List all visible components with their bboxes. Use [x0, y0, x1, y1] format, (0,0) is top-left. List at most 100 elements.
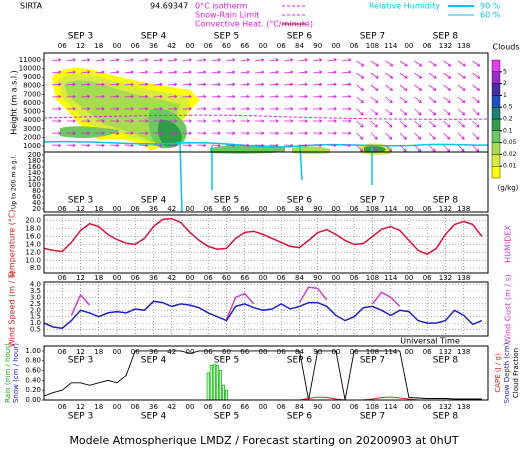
wind-arrow	[182, 107, 192, 111]
axis-label: Snow (cm / hour)	[12, 343, 20, 403]
x-tick-label: 42	[167, 348, 176, 356]
wind-arrow	[95, 70, 105, 74]
wind-arrow	[298, 131, 308, 135]
wind-arrow	[182, 94, 192, 99]
wind-arrow	[327, 94, 337, 99]
wind-arrow	[269, 58, 279, 62]
y-tick-label: 80	[32, 187, 41, 195]
wind-arrow	[182, 143, 192, 148]
wind-arrow	[153, 107, 163, 111]
wind-arrow	[66, 94, 76, 99]
wind-arrow	[283, 70, 294, 74]
x-tick-label: 84	[295, 205, 304, 213]
day-label: SEP 4	[141, 196, 167, 206]
wind-arrow	[414, 120, 422, 128]
wind-arrow	[255, 119, 265, 123]
wind-arrow	[80, 107, 91, 111]
x-tick-label: 06	[131, 205, 140, 213]
wind-arrow	[472, 108, 480, 116]
wind-arrow	[153, 70, 163, 74]
wind-arrow	[153, 94, 163, 99]
colorbar-label: 2	[503, 80, 507, 87]
panel-frame	[43, 151, 489, 213]
wind-arrow	[138, 58, 149, 62]
day-label: SEP 8	[433, 412, 459, 422]
rh-contour	[179, 142, 373, 213]
x-tick-label: 00	[258, 348, 267, 356]
x-tick-label: 06	[204, 348, 213, 356]
wind-arrow	[66, 70, 76, 74]
y-tick-label: 0.20	[25, 386, 41, 394]
colorbar-box	[491, 95, 501, 108]
x-tick-label: 06	[423, 348, 432, 356]
wind-arrow	[327, 107, 337, 111]
data-line	[43, 300, 483, 330]
x-tick-label: 18	[94, 274, 103, 282]
wind-arrow	[385, 108, 393, 116]
wind-arrow	[356, 96, 364, 104]
day-label: SEP 6	[287, 412, 313, 422]
colorbar-label: 0.2	[503, 116, 513, 123]
wind-arrow	[168, 119, 178, 123]
wind-arrow	[298, 58, 308, 62]
wind-arrow	[167, 94, 178, 99]
wind-arrow	[225, 131, 236, 135]
x-tick-label: 42	[167, 205, 176, 213]
wind-arrow	[457, 72, 466, 79]
wind-arrow	[138, 131, 149, 135]
wind-arrow	[254, 131, 265, 135]
wind-arrow	[472, 144, 480, 152]
x-tick-label: 00	[404, 205, 413, 213]
wind-arrow	[240, 70, 250, 74]
x-tick-label: 06	[277, 403, 286, 411]
y-tick-label: 12.0	[25, 248, 41, 256]
x-tick-label: 00	[404, 403, 413, 411]
x-tick-label: 18	[94, 403, 103, 411]
wind-arrow	[196, 107, 207, 111]
wind-arrow	[385, 144, 393, 152]
wind-arrow	[457, 108, 466, 116]
x-tick-label: 84	[295, 42, 304, 50]
y-tick-label: 6000	[23, 99, 41, 107]
y-tick-label: 20.0	[25, 217, 41, 225]
y-tick-label: 140	[28, 169, 41, 177]
colorbar-box	[491, 118, 501, 132]
wind-arrow	[197, 119, 207, 123]
wind-arrow	[356, 144, 364, 152]
wind-arrow	[138, 143, 149, 148]
wind-arrow	[312, 70, 323, 74]
x-tick-label: 138	[457, 348, 470, 356]
axis-label: Up to 200 m a.g.l.	[11, 155, 18, 209]
x-tick-label: 132	[439, 403, 452, 411]
x-tick-label: 132	[439, 205, 452, 213]
x-tick-label: 06	[58, 348, 67, 356]
wind-arrow	[457, 120, 465, 128]
y-tick-label: 3.0	[30, 293, 41, 301]
x-tick-label: 84	[295, 348, 304, 356]
x-tick-label: 06	[277, 274, 286, 282]
x-axis-label: Universal Time	[400, 337, 460, 346]
wind-arrow	[153, 58, 163, 62]
day-label: SEP 3	[68, 412, 93, 422]
wind-arrow	[298, 107, 308, 111]
wind-arrow	[196, 94, 207, 99]
x-tick-label: 114	[384, 403, 398, 411]
x-tick-label: 12	[76, 403, 85, 411]
y-tick-label: 7000	[23, 90, 41, 98]
wind-arrow	[211, 143, 221, 148]
x-tick-label: 60	[222, 403, 231, 411]
wind-arrow	[284, 119, 294, 123]
wind-arrow	[457, 84, 466, 91]
x-tick-label: 06	[204, 42, 213, 50]
wind-arrow	[167, 131, 178, 135]
wind-arrow	[457, 144, 465, 152]
wind-arrow	[81, 119, 91, 123]
wind-arrow	[313, 119, 323, 123]
wind-arrow	[240, 82, 250, 87]
wind-arrow	[240, 119, 250, 123]
wind-arrow	[124, 143, 134, 148]
wind-arrow	[370, 120, 378, 128]
colorbar-box	[491, 154, 501, 167]
panel-frame	[43, 281, 489, 337]
x-tick-label: 00	[186, 42, 195, 50]
